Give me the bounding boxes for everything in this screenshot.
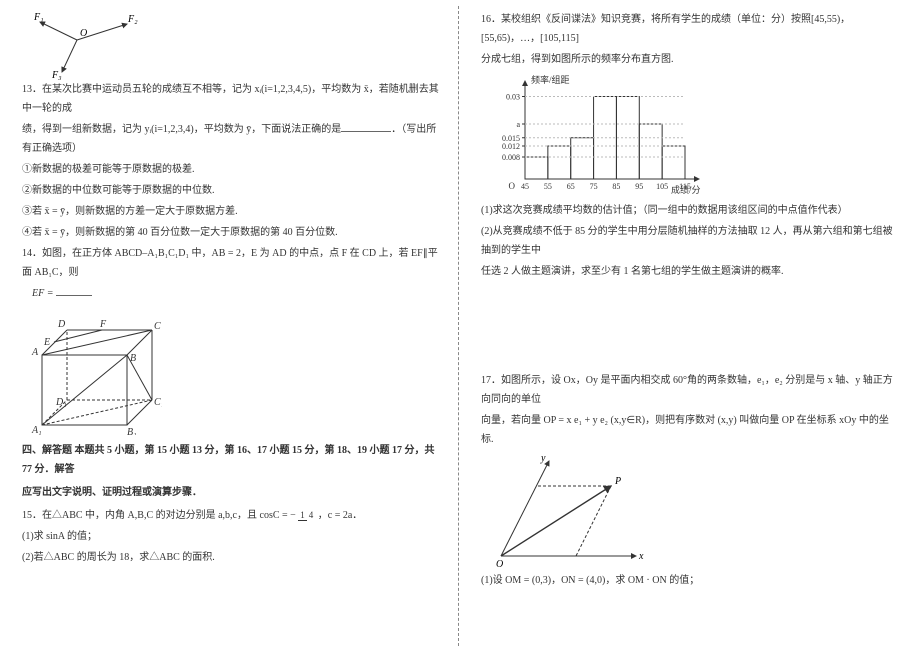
svg-text:O: O: [509, 181, 516, 191]
label-o: O: [80, 28, 87, 39]
q16-line1: 16．某校组织《反间谍法》知识竞赛，将所有学生的成绩（单位：分）按照[45,55…: [481, 10, 899, 48]
histogram-figure: 频率/组距成绩/分O4555657585951051150.0080.0120.…: [481, 71, 711, 201]
q14-num: 14．: [22, 248, 42, 259]
svg-text:105: 105: [656, 182, 668, 191]
cube-d1: D₁: [55, 397, 67, 408]
q17-line2: 向量，若向量 OP = x e₁ + y e₂ (x,y∈R)，则把有序数对 (…: [481, 411, 899, 449]
svg-text:75: 75: [590, 182, 598, 191]
cube-a: A: [31, 347, 39, 358]
q15-num: 15．: [22, 510, 42, 521]
q13-t1: 在某次比赛中运动员五轮的成绩互不相等，记为 xᵢ(i=1,2,3,4,5)，平均…: [22, 84, 439, 114]
q14-line1: 14．如图，在正方体 ABCD–A₁B₁C₁D₁ 中，AB = 2，E 为 AD…: [22, 244, 440, 282]
oblique-p: P: [614, 476, 621, 487]
q13-line2: 绩，得到一组新数据，记为 yᵢ(i=1,2,3,4)，平均数为 ȳ，下面说法正确…: [22, 120, 440, 158]
q16-t1: 某校组织《反间谍法》知识竞赛，将所有学生的成绩（单位：分）按照[45,55)，[…: [481, 14, 850, 44]
q13-opt2: ②新数据的中位数可能等于原数据的中位数.: [22, 181, 440, 200]
oblique-axes-figure: O x y P: [481, 451, 651, 571]
svg-text:0.008: 0.008: [502, 153, 520, 162]
svg-text:0.03: 0.03: [506, 93, 520, 102]
q15-frac-n: 1: [298, 510, 307, 521]
oblique-o: O: [496, 559, 503, 570]
s4-t1: 四、解答题 本题共 5 小题，第 15 小题 13 分，第 16、17 小题 1…: [22, 445, 435, 475]
q17-num: 17．: [481, 375, 501, 386]
svg-text:115: 115: [679, 182, 691, 191]
svg-text:0.015: 0.015: [502, 134, 520, 143]
q13-line1: 13．在某次比赛中运动员五轮的成绩互不相等，记为 xᵢ(i=1,2,3,4,5)…: [22, 80, 440, 118]
q13-num: 13．: [22, 84, 42, 95]
q14-blank: [56, 286, 92, 296]
q17-t2: 向量，若向量 OP = x e₁ + y e₂ (x,y∈R)，则把有序数对 (…: [481, 415, 889, 445]
q13-t2: 绩，得到一组新数据，记为 yᵢ(i=1,2,3,4)，平均数为 ȳ，下面说法正确…: [22, 124, 341, 135]
section4-title: 四、解答题 本题共 5 小题，第 15 小题 13 分，第 16、17 小题 1…: [22, 441, 440, 479]
cube-b1: B₁: [127, 427, 137, 435]
q16-p2b: 任选 2 人做主题演讲，求至少有 1 名第七组的学生做主题演讲的概率.: [481, 262, 899, 281]
q13-opt3: ③若 x̄ = ȳ，则新数据的方差一定大于原数据方差.: [22, 202, 440, 221]
q16-p2a: (2)从竞赛成绩不低于 85 分的学生中用分层随机抽样的方法抽取 12 人，再从…: [481, 222, 899, 260]
cube-d: D: [57, 319, 66, 330]
q14-ef: EF =: [22, 284, 440, 303]
vectors-figure: F₁ F₂ F₃ O: [22, 10, 142, 80]
oblique-y: y: [540, 453, 546, 464]
left-column: F₁ F₂ F₃ O 13．在某次比赛中运动员五轮的成绩互不相等，记为 xᵢ(i…: [0, 0, 458, 651]
cube-figure: A₁ B₁ C₁ D₁ A B C D E F: [22, 305, 162, 435]
cube-e: E: [43, 337, 50, 348]
q14-ef-label: EF =: [32, 288, 53, 299]
q16-p1: (1)求这次竞赛成绩平均数的估计值；（同一组中的数据用该组区间的中点值作代表）: [481, 201, 899, 220]
label-f2: F₂: [127, 14, 138, 25]
svg-text:65: 65: [567, 182, 575, 191]
q17-t1: 如图所示，设 Ox，Oy 是平面内相交成 60°角的两条数轴，e₁，e₂ 分别是…: [481, 375, 893, 405]
q15-text: 在△ABC 中，内角 A,B,C 的对边分别是 a,b,c，且 cosC = −: [42, 510, 296, 521]
svg-text:85: 85: [612, 182, 620, 191]
q16-line2: 分成七组，得到如图所示的频率分布直方图.: [481, 50, 899, 69]
cube-c: C: [154, 321, 161, 332]
q15-frac-d: 4: [307, 510, 316, 520]
svg-text:95: 95: [635, 182, 643, 191]
label-f1: F₁: [33, 12, 44, 23]
svg-text:45: 45: [521, 182, 529, 191]
section4-title2: 应写出文字说明、证明过程或演算步骤．: [22, 483, 440, 502]
oblique-x: x: [638, 551, 644, 562]
q16-num: 16．: [481, 14, 501, 25]
q17-line1: 17．如图所示，设 Ox，Oy 是平面内相交成 60°角的两条数轴，e₁，e₂ …: [481, 371, 899, 409]
label-f3: F₃: [51, 70, 62, 80]
page-root: F₁ F₂ F₃ O 13．在某次比赛中运动员五轮的成绩互不相等，记为 xᵢ(i…: [0, 0, 920, 651]
q15-line: 15．在△ABC 中，内角 A,B,C 的对边分别是 a,b,c，且 cosC …: [22, 506, 440, 525]
svg-text:a: a: [516, 120, 520, 129]
q15-tail: ，c = 2a．: [318, 510, 363, 521]
svg-text:0.012: 0.012: [502, 142, 520, 151]
q15-p1: (1)求 sinA 的值；: [22, 527, 440, 546]
q15-p2: (2)若△ABC 的周长为 18，求△ABC 的面积.: [22, 548, 440, 567]
cube-a1: A₁: [31, 425, 42, 435]
cube-f: F: [99, 319, 107, 330]
right-column: 16．某校组织《反间谍法》知识竞赛，将所有学生的成绩（单位：分）按照[45,55…: [459, 0, 917, 651]
q14-text: 如图，在正方体 ABCD–A₁B₁C₁D₁ 中，AB = 2，E 为 AD 的中…: [22, 248, 438, 278]
q13-opt4: ④若 x̄ = ȳ，则新数据的第 40 百分位数一定大于原数据的第 40 百分位…: [22, 223, 440, 242]
svg-text:频率/组距: 频率/组距: [531, 74, 570, 85]
q13-opt1: ①新数据的极差可能等于原数据的极差.: [22, 160, 440, 179]
cube-c1: C₁: [154, 397, 162, 408]
svg-text:55: 55: [544, 182, 552, 191]
q15-frac: 14: [298, 511, 315, 520]
cube-b: B: [130, 353, 136, 364]
q17-p1: (1)设 OM = (0,3)，ON = (4,0)，求 OM · ON 的值；: [481, 571, 899, 590]
q13-blank: [341, 122, 391, 132]
